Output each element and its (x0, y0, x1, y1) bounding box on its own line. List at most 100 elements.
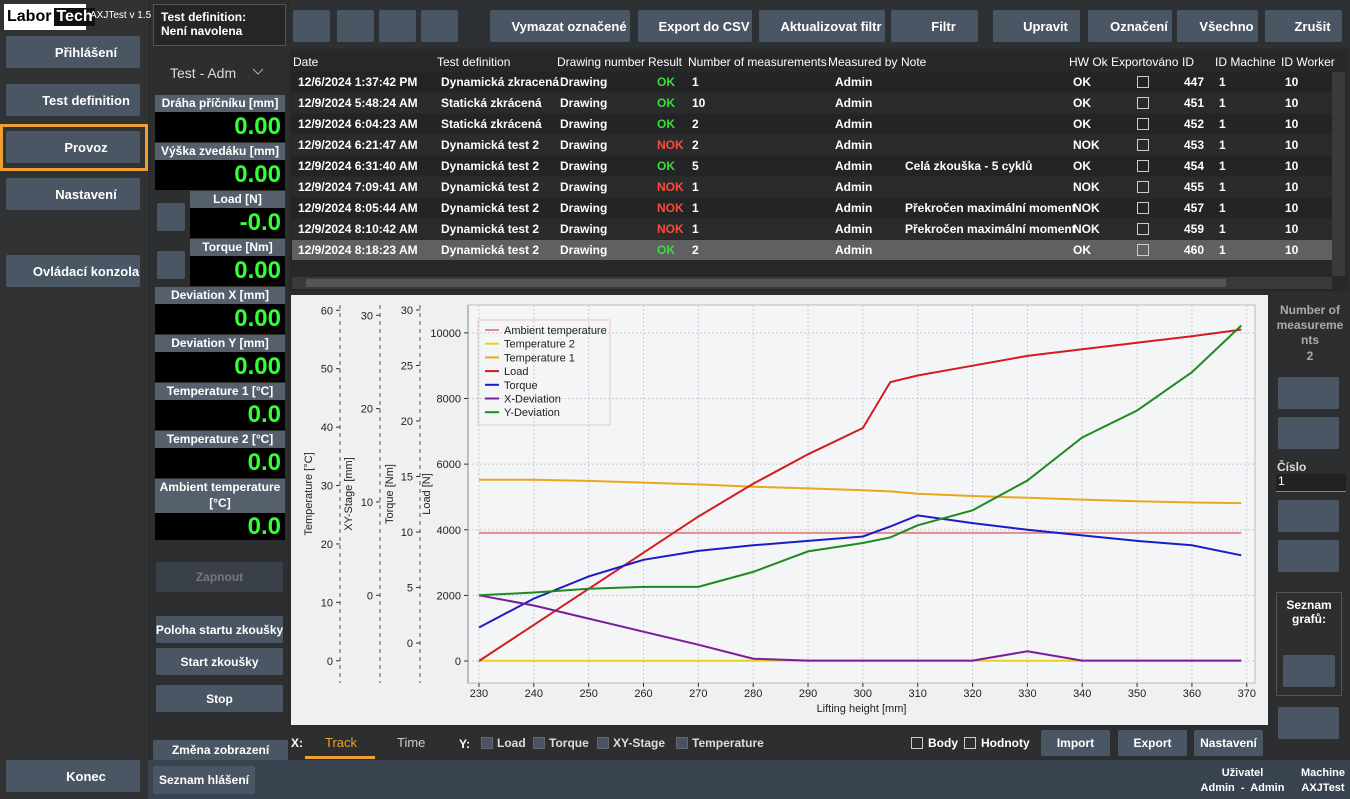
x-tab[interactable]: Time (397, 735, 426, 750)
option-checkbox[interactable] (964, 737, 976, 749)
table-cell: Statická zkrácená (441, 96, 542, 110)
column-header[interactable]: Number of measurements (688, 55, 827, 69)
y-axis-title: XY-Stage [mm] (343, 457, 355, 531)
icon-button[interactable] (379, 10, 416, 42)
table-cell: 10 (1285, 159, 1299, 173)
nav-button[interactable]: Konec (6, 760, 140, 792)
table-row[interactable] (292, 177, 1332, 197)
nav-button[interactable]: Test definition (6, 84, 140, 116)
export-checkbox[interactable] (1137, 244, 1149, 256)
column-header[interactable]: Note (901, 55, 927, 69)
table-cell: Dynamická test 2 (441, 243, 540, 257)
user-label: Uživatel (1221, 767, 1264, 779)
nav-arrow-button[interactable] (1278, 377, 1339, 409)
table-hscroll-thumb[interactable] (306, 279, 1226, 287)
export-checkbox[interactable] (1137, 181, 1149, 193)
zero-button[interactable] (157, 203, 185, 231)
toolbar-button[interactable]: Vymazat označené (490, 10, 630, 42)
table-row[interactable] (292, 156, 1332, 176)
readout-label: Dráha příčníku [mm] (155, 95, 285, 112)
toolbar-button[interactable]: Upravit (993, 10, 1080, 42)
nav-button[interactable]: Provoz (6, 131, 140, 163)
table-row[interactable] (292, 198, 1332, 218)
toolbar-button[interactable]: Všechno (1177, 10, 1258, 42)
table-row[interactable] (292, 114, 1332, 134)
export-checkbox[interactable] (1137, 118, 1149, 130)
nav-button[interactable]: Ovládací konzola (6, 255, 140, 287)
y-tick-label: 0 (327, 656, 333, 668)
export-checkbox[interactable] (1137, 223, 1149, 235)
version: AXJTest v 1.5 (90, 10, 152, 21)
export-checkbox[interactable] (1137, 139, 1149, 151)
nav-arrow-button[interactable] (1278, 417, 1339, 449)
column-header[interactable]: Drawing number (557, 55, 646, 69)
toolbar-button[interactable]: Aktualizovat filtr (759, 10, 885, 42)
bottom-button[interactable]: Export (1118, 730, 1187, 756)
table-cell: 1 (1219, 117, 1226, 131)
table-cell: 10 (1285, 243, 1299, 257)
y-checkbox[interactable] (676, 737, 688, 749)
toolbar-button[interactable]: Označení (1088, 10, 1172, 42)
nav-arrow-button[interactable] (1278, 500, 1339, 532)
export-checkbox[interactable] (1137, 160, 1149, 172)
action-button[interactable]: Změna zobrazení (153, 740, 288, 760)
nav-arrow-button[interactable] (1278, 540, 1339, 572)
toolbar-button[interactable]: Filtr (891, 10, 978, 42)
table-row[interactable] (292, 135, 1332, 155)
x-tab[interactable]: Track (325, 735, 358, 750)
user-select[interactable]: Test - Adm (170, 65, 237, 81)
y-checkbox[interactable] (597, 737, 609, 749)
column-header[interactable]: HW Ok (1069, 55, 1108, 69)
action-button[interactable]: Poloha startu zkoušky (156, 616, 283, 643)
table-row[interactable] (292, 93, 1332, 113)
graphs-button[interactable] (1283, 655, 1335, 687)
table-row[interactable] (292, 240, 1332, 260)
table-cell: Dynamická test 2 (441, 201, 540, 215)
column-header[interactable]: ID Machine (1215, 55, 1276, 69)
export-checkbox[interactable] (1137, 76, 1149, 88)
option-checkbox[interactable] (911, 737, 923, 749)
bottom-button[interactable]: Nastavení (1194, 730, 1263, 756)
table-row[interactable] (292, 72, 1332, 92)
y-checkbox[interactable] (481, 737, 493, 749)
table-cell: NOK (1073, 180, 1100, 194)
toolbar-button[interactable]: Zrušit (1265, 10, 1342, 42)
action-button[interactable]: Stop (156, 685, 283, 712)
column-header[interactable]: Measured by (828, 55, 898, 69)
y-checkbox[interactable] (533, 737, 545, 749)
table-cell: OK (1073, 243, 1091, 257)
action-button[interactable]: Start zkoušky (156, 648, 283, 675)
nav-button[interactable]: Nastavení (6, 178, 140, 210)
column-header[interactable]: ID Worker (1281, 55, 1335, 69)
column-header[interactable]: Test definition (437, 55, 511, 69)
icon-button[interactable] (421, 10, 458, 42)
icon-button[interactable] (337, 10, 374, 42)
table-cell: 12/9/2024 6:21:47 AM (298, 138, 418, 152)
table-cell: OK (657, 117, 675, 131)
selected-nav-frame (0, 124, 148, 171)
action-button[interactable]: Seznam hlášení (153, 766, 255, 794)
table-cell: 1 (1219, 243, 1226, 257)
table-cell: 452 (1184, 117, 1205, 131)
export-checkbox[interactable] (1137, 97, 1149, 109)
graphs-label: Seznam grafů: (1286, 598, 1332, 626)
bottom-button[interactable]: Import (1041, 730, 1110, 756)
toolbar-button[interactable]: Export do CSV (638, 10, 752, 42)
zero-button[interactable] (157, 251, 185, 279)
table-row[interactable] (292, 219, 1332, 239)
number-input[interactable]: 1 (1276, 474, 1346, 492)
column-header[interactable]: Exportováno (1111, 55, 1179, 69)
table-cell: 457 (1184, 201, 1205, 215)
export-checkbox[interactable] (1137, 202, 1149, 214)
table-cell: Překročen maximální moment (905, 222, 1076, 236)
column-header[interactable]: Date (293, 55, 319, 69)
x-tick-label: 230 (470, 688, 488, 700)
nav-button[interactable]: Přihlášení (6, 36, 140, 68)
readout-label: Výška zvedáku [mm] (155, 143, 285, 160)
icon-button[interactable] (293, 10, 330, 42)
save-button[interactable] (1278, 707, 1339, 739)
action-button[interactable]: Zapnout (156, 562, 283, 592)
column-header[interactable]: Result (648, 55, 683, 69)
column-header[interactable]: ID (1182, 55, 1194, 69)
table-cell: 10 (1285, 96, 1299, 110)
